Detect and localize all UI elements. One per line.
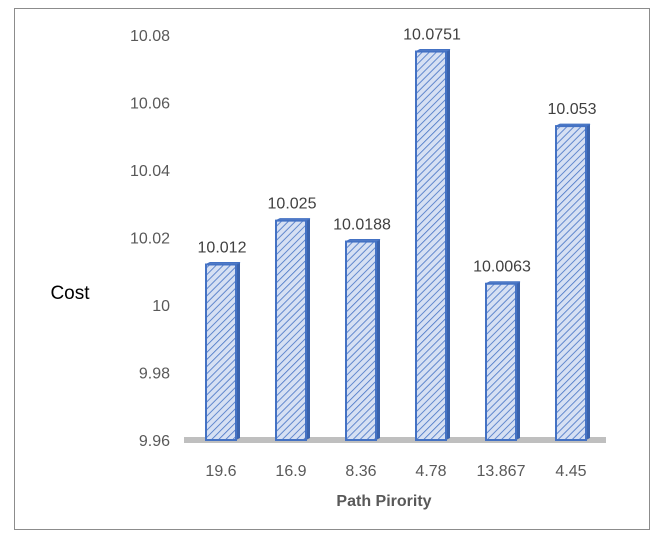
data-label: 10.0751 [403, 27, 461, 44]
y-tick-label: 10.08 [130, 28, 170, 45]
x-tick-label: 8.36 [345, 463, 376, 480]
y-tick-label: 9.96 [139, 433, 170, 450]
bar-1 [275, 218, 311, 441]
y-axis-ticks: 9.96 9.98 10 10.02 10.04 10.06 10.08 [130, 28, 170, 450]
bar-front [415, 50, 447, 441]
x-axis-title: Path Pirority [336, 493, 431, 510]
y-tick-label: 10.04 [130, 163, 170, 180]
y-tick-label: 10 [152, 298, 170, 315]
y-tick-label: 10.06 [130, 96, 170, 113]
y-tick-label: 9.98 [139, 366, 170, 383]
bar-2 [345, 239, 381, 441]
bar-3 [415, 49, 451, 441]
y-axis-title: Cost [50, 283, 90, 304]
x-axis-ticks: 19.6 16.9 8.36 4.78 13.867 4.45 [205, 463, 586, 480]
x-tick-label: 16.9 [275, 463, 306, 480]
bars-group: 10.012 10.025 10.0188 10.0751 10.0063 10.053 [198, 27, 597, 441]
bar-front [345, 240, 377, 441]
bar-0 [205, 262, 241, 441]
bar-front [275, 219, 307, 441]
x-tick-label: 19.6 [205, 463, 236, 480]
bar-front [555, 125, 587, 441]
bar-4 [485, 281, 521, 441]
chart-floor [184, 437, 606, 443]
data-label: 10.012 [198, 240, 247, 257]
bar-5 [555, 123, 591, 441]
bar-front [205, 263, 237, 441]
data-label: 10.0188 [333, 217, 391, 234]
data-label: 10.025 [268, 196, 317, 213]
data-label: 10.053 [548, 101, 597, 118]
data-label: 10.0063 [473, 259, 531, 276]
bar-front [485, 282, 517, 441]
x-tick-label: 13.867 [477, 463, 526, 480]
y-tick-label: 10.02 [130, 231, 170, 248]
x-tick-label: 4.45 [555, 463, 586, 480]
x-tick-label: 4.78 [415, 463, 446, 480]
